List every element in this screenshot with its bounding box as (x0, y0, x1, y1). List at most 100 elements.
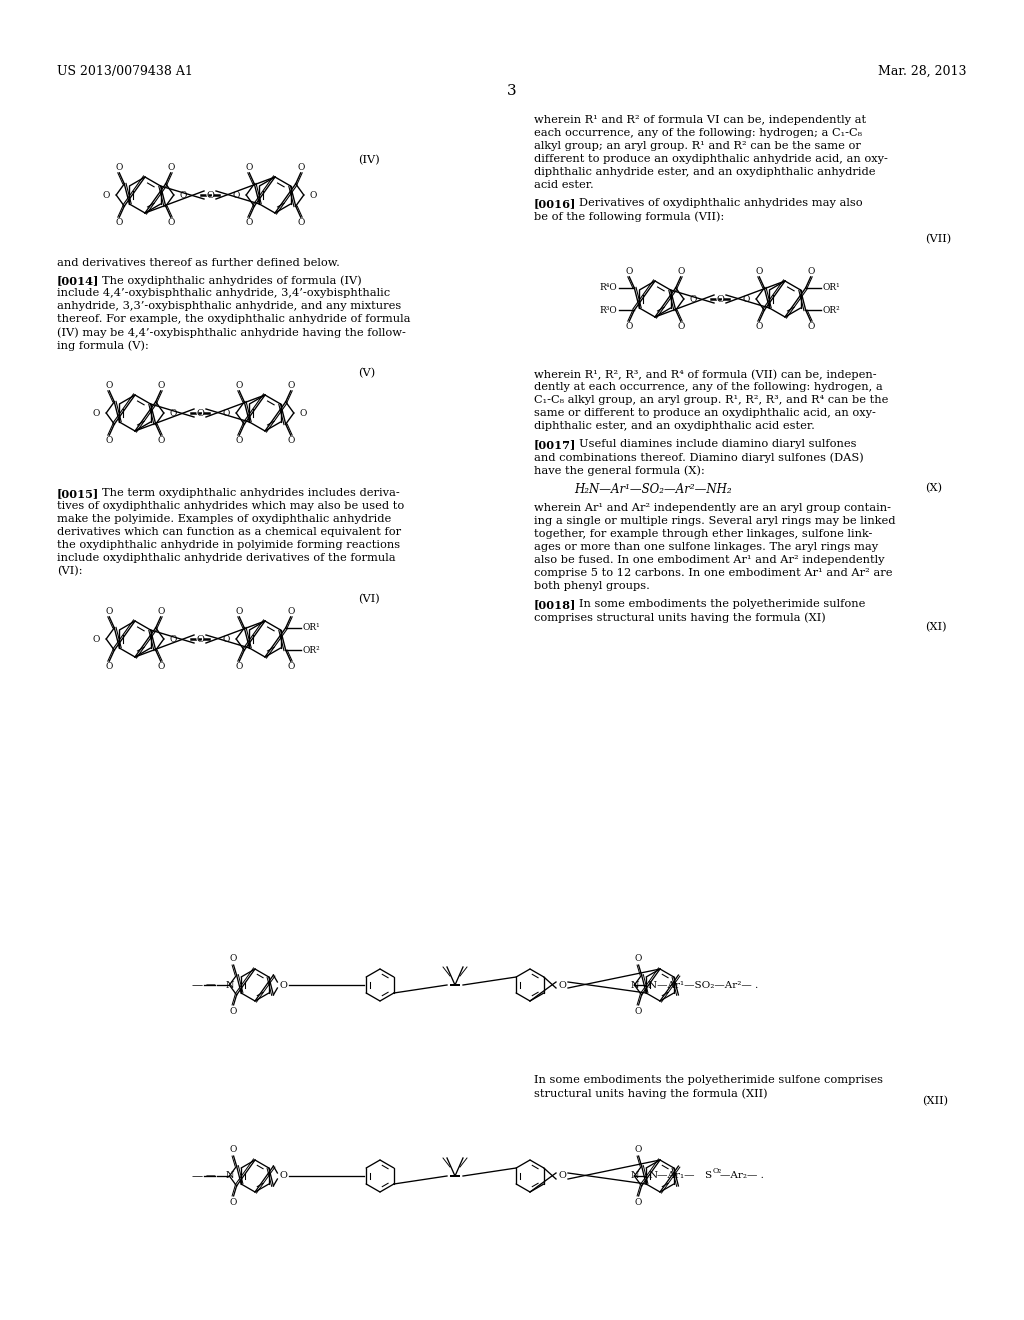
Text: Mar. 28, 2013: Mar. 28, 2013 (879, 65, 967, 78)
Text: structural units having the formula (XII): structural units having the formula (XII… (534, 1088, 768, 1098)
Text: O: O (157, 663, 165, 671)
Text: N: N (630, 981, 639, 990)
Text: R³O: R³O (599, 306, 617, 314)
Text: O: O (287, 381, 294, 389)
Text: N: N (225, 981, 233, 990)
Text: In some embodiments the polyetherimide sulfone comprises: In some embodiments the polyetherimide s… (534, 1074, 883, 1085)
Text: together, for example through ether linkages, sulfone link-: together, for example through ether link… (534, 529, 872, 539)
Text: diphthalic anhydride ester, and an oxydiphthalic anhydride: diphthalic anhydride ester, and an oxydi… (534, 168, 876, 177)
Text: (VII): (VII) (925, 234, 951, 244)
Text: O: O (230, 1144, 238, 1154)
Text: C₁-C₈ alkyl group, an aryl group. R¹, R², R³, and R⁴ can be the: C₁-C₈ alkyl group, an aryl group. R¹, R²… (534, 395, 889, 405)
Text: O: O (246, 218, 253, 227)
Text: In some embodiments the polyetherimide sulfone: In some embodiments the polyetherimide s… (579, 599, 865, 609)
Text: O: O (116, 218, 123, 227)
Text: US 2013/0079438 A1: US 2013/0079438 A1 (57, 65, 193, 78)
Text: O: O (236, 663, 243, 671)
Text: O: O (236, 436, 243, 445)
Text: O: O (677, 322, 684, 331)
Text: O: O (105, 436, 113, 445)
Text: wherein R¹, R², R³, and R⁴ of formula (VII) can be, indepen-: wherein R¹, R², R³, and R⁴ of formula (V… (534, 370, 877, 380)
Text: O: O (677, 267, 684, 276)
Text: Derivatives of oxydiphthalic anhydrides may also: Derivatives of oxydiphthalic anhydrides … (579, 198, 862, 209)
Text: O: O (167, 162, 174, 172)
Text: 3: 3 (507, 84, 517, 98)
Text: [0014]: [0014] (57, 275, 99, 286)
Text: ing a single or multiple rings. Several aryl rings may be linked: ing a single or multiple rings. Several … (534, 516, 896, 525)
Text: [0018]: [0018] (534, 599, 577, 610)
Text: O₂: O₂ (713, 1167, 722, 1175)
Text: O: O (756, 322, 763, 331)
Text: R⁴O: R⁴O (599, 284, 617, 292)
Text: ing formula (V):: ing formula (V): (57, 341, 148, 351)
Text: (VI): (VI) (358, 594, 380, 605)
Text: O: O (716, 294, 724, 304)
Text: [0016]: [0016] (534, 198, 577, 209)
Text: (IV) may be 4,4’-oxybisphthalic anhydride having the follow-: (IV) may be 4,4’-oxybisphthalic anhydrid… (57, 327, 406, 338)
Text: O: O (287, 436, 294, 445)
Text: —: — (206, 981, 215, 990)
Text: N: N (225, 1172, 233, 1180)
Text: and combinations thereof. Diamino diaryl sulfones (DAS): and combinations thereof. Diamino diaryl… (534, 451, 864, 462)
Text: O: O (236, 381, 243, 389)
Text: O: O (180, 190, 187, 199)
Text: also be fused. In one embodiment Ar¹ and Ar² independently: also be fused. In one embodiment Ar¹ and… (534, 554, 885, 565)
Text: tives of oxydiphthalic anhydrides which may also be used to: tives of oxydiphthalic anhydrides which … (57, 502, 404, 511)
Text: —: — (206, 1172, 215, 1180)
Text: (V): (V) (358, 368, 375, 379)
Text: O: O (742, 294, 751, 304)
Text: O: O (170, 635, 177, 644)
Text: [0015]: [0015] (57, 488, 99, 499)
Text: (XII): (XII) (922, 1096, 948, 1106)
Text: O: O (196, 635, 204, 644)
Text: make the polyimide. Examples of oxydiphthalic anhydride: make the polyimide. Examples of oxydipht… (57, 513, 391, 524)
Text: O: O (105, 381, 113, 389)
Text: N—Ar₁—: N—Ar₁— (648, 1172, 695, 1180)
Text: O: O (230, 1007, 238, 1016)
Text: O: O (626, 322, 633, 331)
Text: OR²: OR² (303, 645, 321, 655)
Text: acid ester.: acid ester. (534, 180, 594, 190)
Text: O: O (116, 162, 123, 172)
Text: O: O (170, 408, 177, 417)
Text: O: O (300, 408, 307, 417)
Text: O: O (280, 981, 288, 990)
Text: O: O (558, 1172, 566, 1180)
Text: dently at each occurrence, any of the following: hydrogen, a: dently at each occurrence, any of the fo… (534, 381, 883, 392)
Text: O: O (807, 267, 814, 276)
Text: O: O (807, 322, 814, 331)
Text: O: O (297, 218, 304, 227)
Text: O: O (635, 1007, 642, 1016)
Text: O: O (626, 267, 633, 276)
Text: (X): (X) (925, 483, 942, 494)
Text: ages or more than one sulfone linkages. The aryl rings may: ages or more than one sulfone linkages. … (534, 543, 879, 552)
Text: O: O (196, 635, 204, 644)
Text: and derivatives thereof as further defined below.: and derivatives thereof as further defin… (57, 257, 340, 268)
Text: O: O (287, 663, 294, 671)
Text: wherein R¹ and R² of formula VI can be, independently at: wherein R¹ and R² of formula VI can be, … (534, 115, 866, 125)
Text: O: O (230, 954, 238, 964)
Text: same or different to produce an oxydiphthalic acid, an oxy-: same or different to produce an oxydipht… (534, 408, 876, 418)
Text: Useful diamines include diamino diaryl sulfones: Useful diamines include diamino diaryl s… (579, 440, 856, 449)
Text: O: O (93, 635, 100, 644)
Text: derivatives which can function as a chemical equivalent for: derivatives which can function as a chem… (57, 527, 401, 537)
Text: —Ar₂— .: —Ar₂— . (721, 1172, 764, 1180)
Text: O: O (105, 607, 113, 616)
Text: OR¹: OR¹ (822, 284, 841, 292)
Text: [0017]: [0017] (534, 440, 577, 450)
Text: wherein Ar¹ and Ar² independently are an aryl group contain-: wherein Ar¹ and Ar² independently are an… (534, 503, 891, 513)
Text: (IV): (IV) (358, 154, 380, 165)
Text: O: O (196, 408, 204, 417)
Text: O: O (157, 607, 165, 616)
Text: OR¹: OR¹ (303, 623, 321, 632)
Text: O: O (246, 162, 253, 172)
Text: The term oxydiphthalic anhydrides includes deriva-: The term oxydiphthalic anhydrides includ… (102, 488, 399, 498)
Text: N: N (630, 1172, 639, 1180)
Text: O: O (230, 1199, 238, 1206)
Text: O: O (716, 294, 724, 304)
Text: O: O (635, 1144, 642, 1154)
Text: alkyl group; an aryl group. R¹ and R² can be the same or: alkyl group; an aryl group. R¹ and R² ca… (534, 141, 861, 150)
Text: —: — (191, 979, 203, 990)
Text: O: O (635, 1199, 642, 1206)
Text: O: O (236, 607, 243, 616)
